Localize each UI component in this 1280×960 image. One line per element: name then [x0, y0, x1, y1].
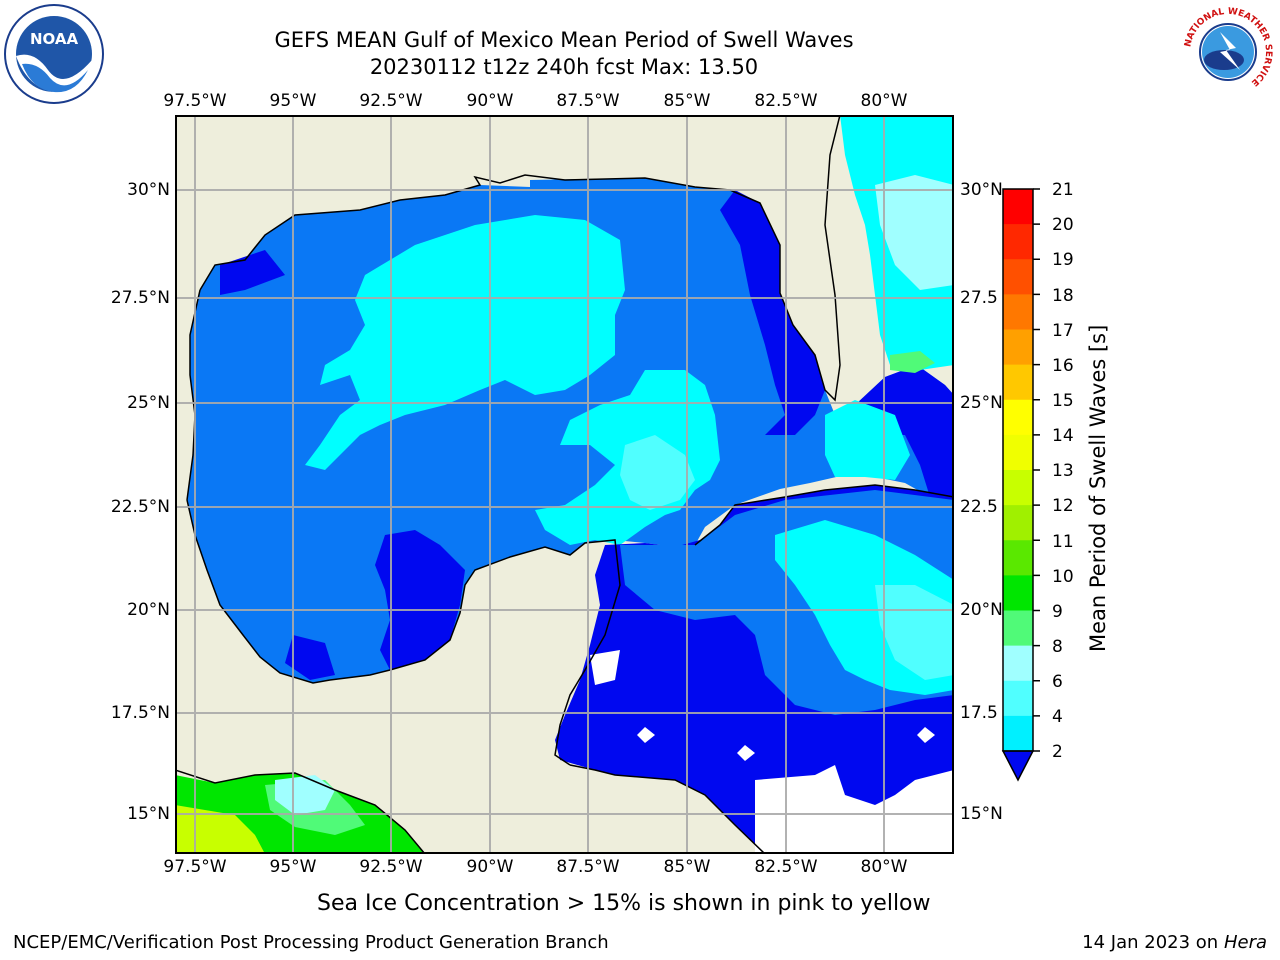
lat-label: 27.5°N [110, 288, 170, 308]
gulf-dark-patch [375, 530, 465, 670]
colorbar-tick-label: 19 [1052, 250, 1074, 270]
no-data-area [917, 727, 935, 743]
lon-label: 82.5°W [754, 91, 818, 111]
lat-label: 22.5 [960, 497, 998, 517]
gridlines [175, 115, 954, 854]
colorbar-cell [1003, 715, 1033, 752]
colorbar-tick-label: 2 [1052, 742, 1063, 762]
colorbar-tick-label: 15 [1052, 391, 1074, 411]
colorbar-cell [1003, 434, 1033, 471]
colorbar-cell [1003, 610, 1033, 647]
lat-label: 25°N [127, 393, 170, 413]
lon-label: 85°W [663, 91, 711, 111]
colorbar-tick-label: 10 [1052, 567, 1074, 587]
gulf-cyan-region [305, 215, 625, 470]
footer-host: Hera [1223, 932, 1267, 953]
atlantic-light [875, 175, 954, 290]
no-data-area [737, 745, 755, 761]
colorbar-under-arrow [1001, 750, 1035, 782]
colorbar-cells [1003, 188, 1040, 752]
colorbar-cell [1003, 575, 1033, 611]
pacific-cyan [275, 775, 335, 815]
gulf-cyan-region [825, 400, 910, 480]
lon-label: 85°W [663, 857, 711, 877]
colorbar-tick-label: 13 [1052, 461, 1074, 481]
colorbar-cell [1003, 189, 1033, 225]
colorbar-cell [1003, 645, 1033, 682]
caribbean-light-region [875, 585, 954, 680]
colorbar-cell [1003, 470, 1033, 506]
footer-credit: NCEP/EMC/Verification Post Processing Pr… [13, 932, 609, 953]
lat-label: 20°N [127, 600, 170, 620]
colorbar-tick-label: 18 [1052, 286, 1074, 306]
colorbar-title: Mean Period of Swell Waves [s] [1086, 324, 1110, 652]
map-frame [175, 115, 954, 854]
colorbar-tick-label: 17 [1052, 321, 1074, 341]
gulf-dark-patch [720, 190, 825, 435]
lon-label: 95°W [269, 857, 317, 877]
lon-label: 90°W [466, 857, 514, 877]
lat-label: 17.5 [960, 703, 998, 723]
colorbar-tick-label: 4 [1052, 707, 1063, 727]
colorbar [1000, 188, 1040, 783]
colorbar-cell [1003, 294, 1033, 330]
plot-title-line1: GEFS MEAN Gulf of Mexico Mean Period of … [274, 28, 854, 52]
lat-label: 25°N [960, 393, 1003, 413]
colorbar-tick-label: 20 [1052, 215, 1074, 235]
colorbar-cell [1003, 259, 1033, 295]
no-data-area [755, 765, 954, 854]
lon-label: 80°W [860, 857, 908, 877]
gulf-map [175, 115, 954, 854]
footer-date-text: 14 Jan 2023 on [1082, 932, 1224, 953]
colorbar-tick-label: 6 [1052, 672, 1063, 692]
lat-label: 30°N [127, 180, 170, 200]
lon-label: 97.5°W [163, 857, 227, 877]
colorbar-tick-label: 9 [1052, 602, 1063, 622]
lon-label: 95°W [269, 91, 317, 111]
colorbar-cell [1003, 680, 1033, 717]
colorbar-frame [1002, 188, 1034, 752]
noaa-logo: NOAA [4, 4, 104, 104]
no-data-area [637, 727, 655, 743]
lon-label: 92.5°W [359, 91, 423, 111]
lat-label: 17.5°N [110, 703, 170, 723]
gulf-light-region [620, 435, 695, 510]
svg-text:NOAA: NOAA [30, 30, 79, 48]
sea-ice-note: Sea Ice Concentration > 15% is shown in … [317, 891, 931, 916]
colorbar-tick-label: 11 [1052, 532, 1074, 552]
colorbar-tick-label: 8 [1052, 637, 1063, 657]
gulf-dark-patch [285, 635, 335, 680]
colorbar-cell [1003, 364, 1033, 401]
lon-label: 80°W [860, 91, 908, 111]
no-data-area [590, 650, 620, 685]
lat-label: 15°N [127, 804, 170, 824]
lon-label: 87.5°W [556, 857, 620, 877]
pacific-yellowgreen [175, 805, 265, 854]
lat-label: 30°N [960, 180, 1003, 200]
colorbar-tick-label: 12 [1052, 496, 1074, 516]
lon-label: 87.5°W [556, 91, 620, 111]
atlantic-green [890, 351, 935, 373]
colorbar-cell [1003, 505, 1033, 541]
lat-label: 22.5°N [110, 497, 170, 517]
lat-label: 27.5 [960, 288, 998, 308]
colorbar-tick-label: 14 [1052, 426, 1074, 446]
plot-title-line2: 20230112 t12z 240h fcst Max: 13.50 [369, 55, 759, 79]
colorbar-cell [1003, 399, 1033, 436]
colorbar-cell [1003, 224, 1033, 260]
colorbar-cell [1003, 540, 1033, 576]
lat-label: 15°N [960, 804, 1003, 824]
lon-label: 82.5°W [754, 857, 818, 877]
footer-date: 14 Jan 2023 on Hera [1082, 932, 1267, 954]
coastline [175, 115, 954, 854]
lon-label: 90°W [466, 91, 514, 111]
colorbar-tick-label: 16 [1052, 356, 1074, 376]
lat-label: 20°N [960, 600, 1003, 620]
lon-label: 92.5°W [359, 857, 423, 877]
colorbar-cell [1003, 329, 1033, 366]
nws-logo: NATIONAL WEATHER SERVICE [1180, 4, 1276, 100]
colorbar-tick-label: 21 [1052, 180, 1074, 200]
lon-label: 97.5°W [163, 91, 227, 111]
